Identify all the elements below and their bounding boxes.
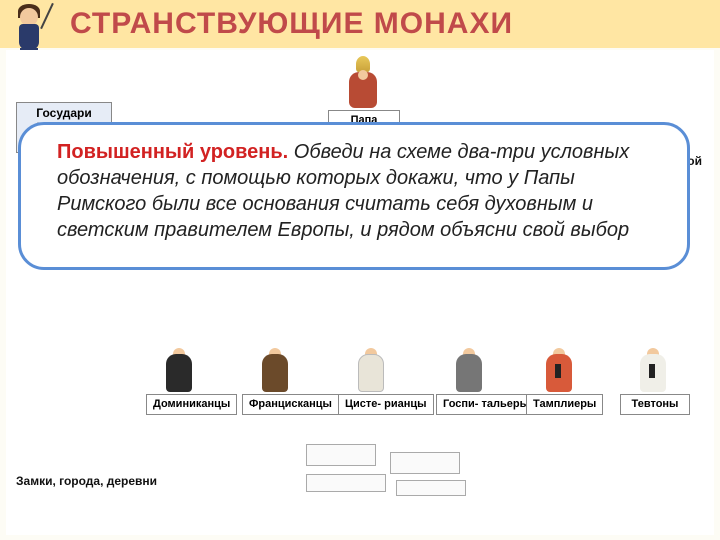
pope-figure-icon xyxy=(346,56,380,110)
ground-box xyxy=(390,452,460,474)
order-label: Францисканцы xyxy=(242,394,339,415)
order-label: Тамплиеры xyxy=(526,394,603,415)
page-title: СТРАНСТВУЮЩИЕ МОНАХИ xyxy=(70,7,513,41)
ground-box xyxy=(396,480,466,496)
order-label: Доминиканцы xyxy=(146,394,237,415)
order-figure-icon xyxy=(260,346,290,392)
order-label: Цисте- рианцы xyxy=(338,394,434,415)
order-label: Тевтоны xyxy=(620,394,690,415)
order-figure-icon xyxy=(164,346,194,392)
task-callout: Повышенный уровень. Обведи на схеме два-… xyxy=(18,122,690,270)
callout-lead: Повышенный уровень. xyxy=(57,141,288,163)
order-label: Госпи- тальеры xyxy=(436,394,536,415)
order-figure-icon xyxy=(356,346,386,392)
title-bar: СТРАНСТВУЮЩИЕ МОНАХИ xyxy=(0,0,720,48)
order-figure-icon xyxy=(454,346,484,392)
base-label: Замки, города, деревни xyxy=(16,474,157,488)
ground-box xyxy=(306,474,386,492)
order-figure-icon xyxy=(544,346,574,392)
ground-box xyxy=(306,444,376,466)
order-figure-icon xyxy=(638,346,668,392)
